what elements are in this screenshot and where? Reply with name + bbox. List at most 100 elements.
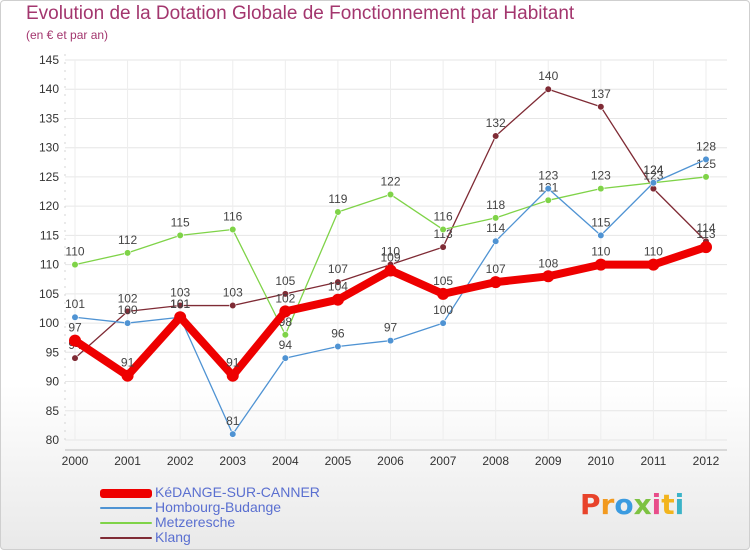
data-point-k-dange-sur-canner-2011 <box>647 258 660 271</box>
data-label-hombourg-budange-2005: 96 <box>331 326 345 340</box>
data-point-k-dange-sur-canner-2002 <box>174 311 187 324</box>
x-tick-label-2011: 2011 <box>641 454 667 468</box>
data-point-klang-2002 <box>176 301 184 310</box>
data-label-hombourg-budange-2006: 97 <box>384 321 398 335</box>
data-point-hombourg-budange-2010 <box>597 231 605 239</box>
data-point-hombourg-budange-2004 <box>281 354 289 362</box>
data-label-k-dange-sur-canner-2008: 107 <box>486 262 506 276</box>
data-point-hombourg-budange-2003 <box>229 430 237 438</box>
data-point-metzeresche-2002 <box>176 231 184 239</box>
data-label-klang-2005: 107 <box>328 262 348 276</box>
data-label-hombourg-budange-2012: 128 <box>696 139 716 153</box>
x-tick-label-2006: 2006 <box>377 454 404 468</box>
data-point-hombourg-budange-2007 <box>439 319 447 327</box>
data-label-hombourg-budange-2003: 81 <box>226 414 240 428</box>
data-point-klang-2003 <box>229 301 237 310</box>
data-label-k-dange-sur-canner-2003: 91 <box>226 356 240 370</box>
data-label-hombourg-budange-2001: 100 <box>118 303 138 317</box>
data-label-k-dange-sur-canner-2002: 101 <box>170 297 190 311</box>
data-point-k-dange-sur-canner-2008 <box>489 276 502 289</box>
data-label-klang-2004: 105 <box>275 274 295 288</box>
data-point-k-dange-sur-canner-2004 <box>279 305 292 318</box>
data-point-klang-2001 <box>123 307 132 315</box>
series-hombourg-budange: 101 100 101 81 94 96 97 100 114 123 115 124 128 <box>65 139 716 438</box>
data-label-hombourg-budange-2010: 115 <box>591 215 610 229</box>
data-label-k-dange-sur-canner-2004: 102 <box>275 291 295 305</box>
y-tick-label-135: 135 <box>39 111 59 125</box>
proxiti-logo: Proxiti <box>580 488 684 521</box>
data-point-klang-2005 <box>334 278 342 286</box>
logo-letter: i <box>674 488 685 521</box>
y-tick-label-115: 115 <box>40 228 59 242</box>
data-point-metzeresche-2008 <box>492 214 500 222</box>
data-point-metzeresche-2006 <box>386 190 395 199</box>
logo-letter: o <box>614 488 634 521</box>
data-point-k-dange-sur-canner-2012 <box>700 241 712 254</box>
data-point-hombourg-budange-2005 <box>334 342 342 351</box>
data-label-metzeresche-2007: 116 <box>434 210 453 224</box>
data-label-klang-2011: 123 <box>643 169 663 183</box>
data-label-hombourg-budange-2004: 94 <box>279 338 293 352</box>
data-label-hombourg-budange-2011: 124 <box>643 163 663 177</box>
data-label-hombourg-budange-2009: 123 <box>538 169 558 183</box>
y-tick-label-125: 125 <box>39 170 59 184</box>
data-point-klang-2000 <box>71 354 79 362</box>
data-label-klang-2003: 103 <box>223 286 243 300</box>
x-tick-label-2005: 2005 <box>325 454 352 468</box>
data-label-metzeresche-2003: 116 <box>223 210 242 224</box>
x-tick-label-2003: 2003 <box>219 454 246 468</box>
y-tick-label-120: 120 <box>39 199 59 213</box>
logo-letter: P <box>580 488 601 521</box>
data-label-hombourg-budange-2008: 114 <box>486 221 505 235</box>
data-label-metzeresche-2008: 118 <box>486 198 505 212</box>
data-point-metzeresche-2009 <box>544 196 552 204</box>
x-tick-label-2012: 2012 <box>693 454 720 468</box>
legend-swatch-k-dange-sur-canner <box>100 488 152 498</box>
data-point-metzeresche-2001 <box>123 249 132 257</box>
data-point-k-dange-sur-canner-2007 <box>437 287 450 300</box>
data-label-k-dange-sur-canner-2005: 104 <box>328 280 348 294</box>
data-point-hombourg-budange-2000 <box>71 313 79 321</box>
data-label-k-dange-sur-canner-2009: 108 <box>538 256 558 270</box>
data-label-klang-2012: 114 <box>696 221 715 235</box>
data-point-klang-2004 <box>281 290 289 298</box>
x-tick-label-2010: 2010 <box>587 454 614 468</box>
data-label-k-dange-sur-canner-2011: 110 <box>644 245 663 259</box>
data-point-metzeresche-2004 <box>281 331 289 339</box>
chart-title: Evolution de la Dotation Globale de Fonc… <box>26 3 575 24</box>
data-label-metzeresche-2006: 122 <box>380 174 400 188</box>
data-point-k-dange-sur-canner-2010 <box>594 258 607 271</box>
data-label-klang-2006: 110 <box>381 245 400 259</box>
legend-swatch-metzeresche <box>100 522 152 524</box>
data-label-klang-2007: 113 <box>434 227 453 241</box>
data-point-k-dange-sur-canner-2006 <box>384 264 397 277</box>
data-label-metzeresche-2010: 123 <box>591 169 611 183</box>
y-tick-label-100: 100 <box>39 316 59 330</box>
data-label-metzeresche-2001: 112 <box>118 233 137 247</box>
legend-label-hombourg-budange: Hombourg-Budange <box>155 499 282 515</box>
data-label-k-dange-sur-canner-2007: 105 <box>433 274 453 288</box>
y-tick-label-90: 90 <box>46 375 60 389</box>
series-klang: 94 102 103 103 105 107 110 113 132 140 137 123 114 <box>68 69 716 362</box>
data-label-k-dange-sur-canner-2001: 91 <box>121 356 135 370</box>
data-point-k-dange-sur-canner-2005 <box>331 293 344 306</box>
data-point-k-dange-sur-canner-2001 <box>121 369 134 382</box>
x-tick-label-2002: 2002 <box>167 454 194 468</box>
data-point-metzeresche-2005 <box>334 208 342 216</box>
data-point-metzeresche-2003 <box>229 225 237 234</box>
data-label-klang-2002: 103 <box>170 286 190 300</box>
y-tick-label-140: 140 <box>39 82 59 96</box>
data-point-hombourg-budange-2001 <box>123 319 132 327</box>
logo-letter: i <box>651 488 662 521</box>
series-k-dange-sur-canner: 97 91 101 91 102 104 109 105 107 108 110 110 113 <box>68 227 716 382</box>
x-tick-label-2000: 2000 <box>62 454 89 468</box>
data-label-hombourg-budange-2007: 100 <box>433 303 453 317</box>
y-tick-label-85: 85 <box>46 404 60 418</box>
logo-letter: t <box>661 488 675 521</box>
data-label-metzeresche-2011: 124 <box>643 163 663 177</box>
legend-label-metzeresche: Metzeresche <box>155 514 236 530</box>
logo-letter: x <box>633 488 652 521</box>
data-point-metzeresche-2007 <box>439 225 447 234</box>
x-tick-label-2009: 2009 <box>535 454 562 468</box>
